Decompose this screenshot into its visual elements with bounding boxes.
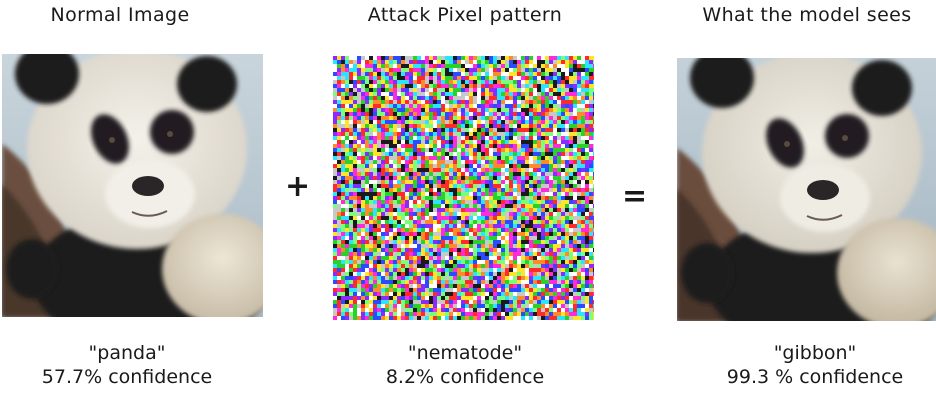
plus-operator: + [285, 169, 311, 204]
equals-operator: = [622, 179, 648, 214]
attack-noise-image [333, 56, 594, 320]
gibbon-label: "gibbon" [773, 342, 857, 364]
panda-image [2, 54, 263, 317]
model-view-title: What the model sees [702, 4, 912, 26]
normal-image-title: Normal Image [50, 4, 190, 26]
nematode-label: "nematode" [407, 342, 523, 364]
perturbed-panda-image [677, 58, 936, 321]
panda-confidence: 57.7% confidence [41, 366, 213, 388]
gibbon-confidence: 99.3 % confidence [726, 366, 904, 388]
panda-caption: "panda" 57.7% confidence [22, 341, 232, 389]
attack-pattern-title: Attack Pixel pattern [367, 4, 563, 26]
panda-label: "panda" [88, 342, 166, 364]
nematode-confidence: 8.2% confidence [385, 366, 545, 388]
nematode-caption: "nematode" 8.2% confidence [360, 341, 570, 389]
gibbon-caption: "gibbon" 99.3 % confidence [705, 341, 925, 389]
